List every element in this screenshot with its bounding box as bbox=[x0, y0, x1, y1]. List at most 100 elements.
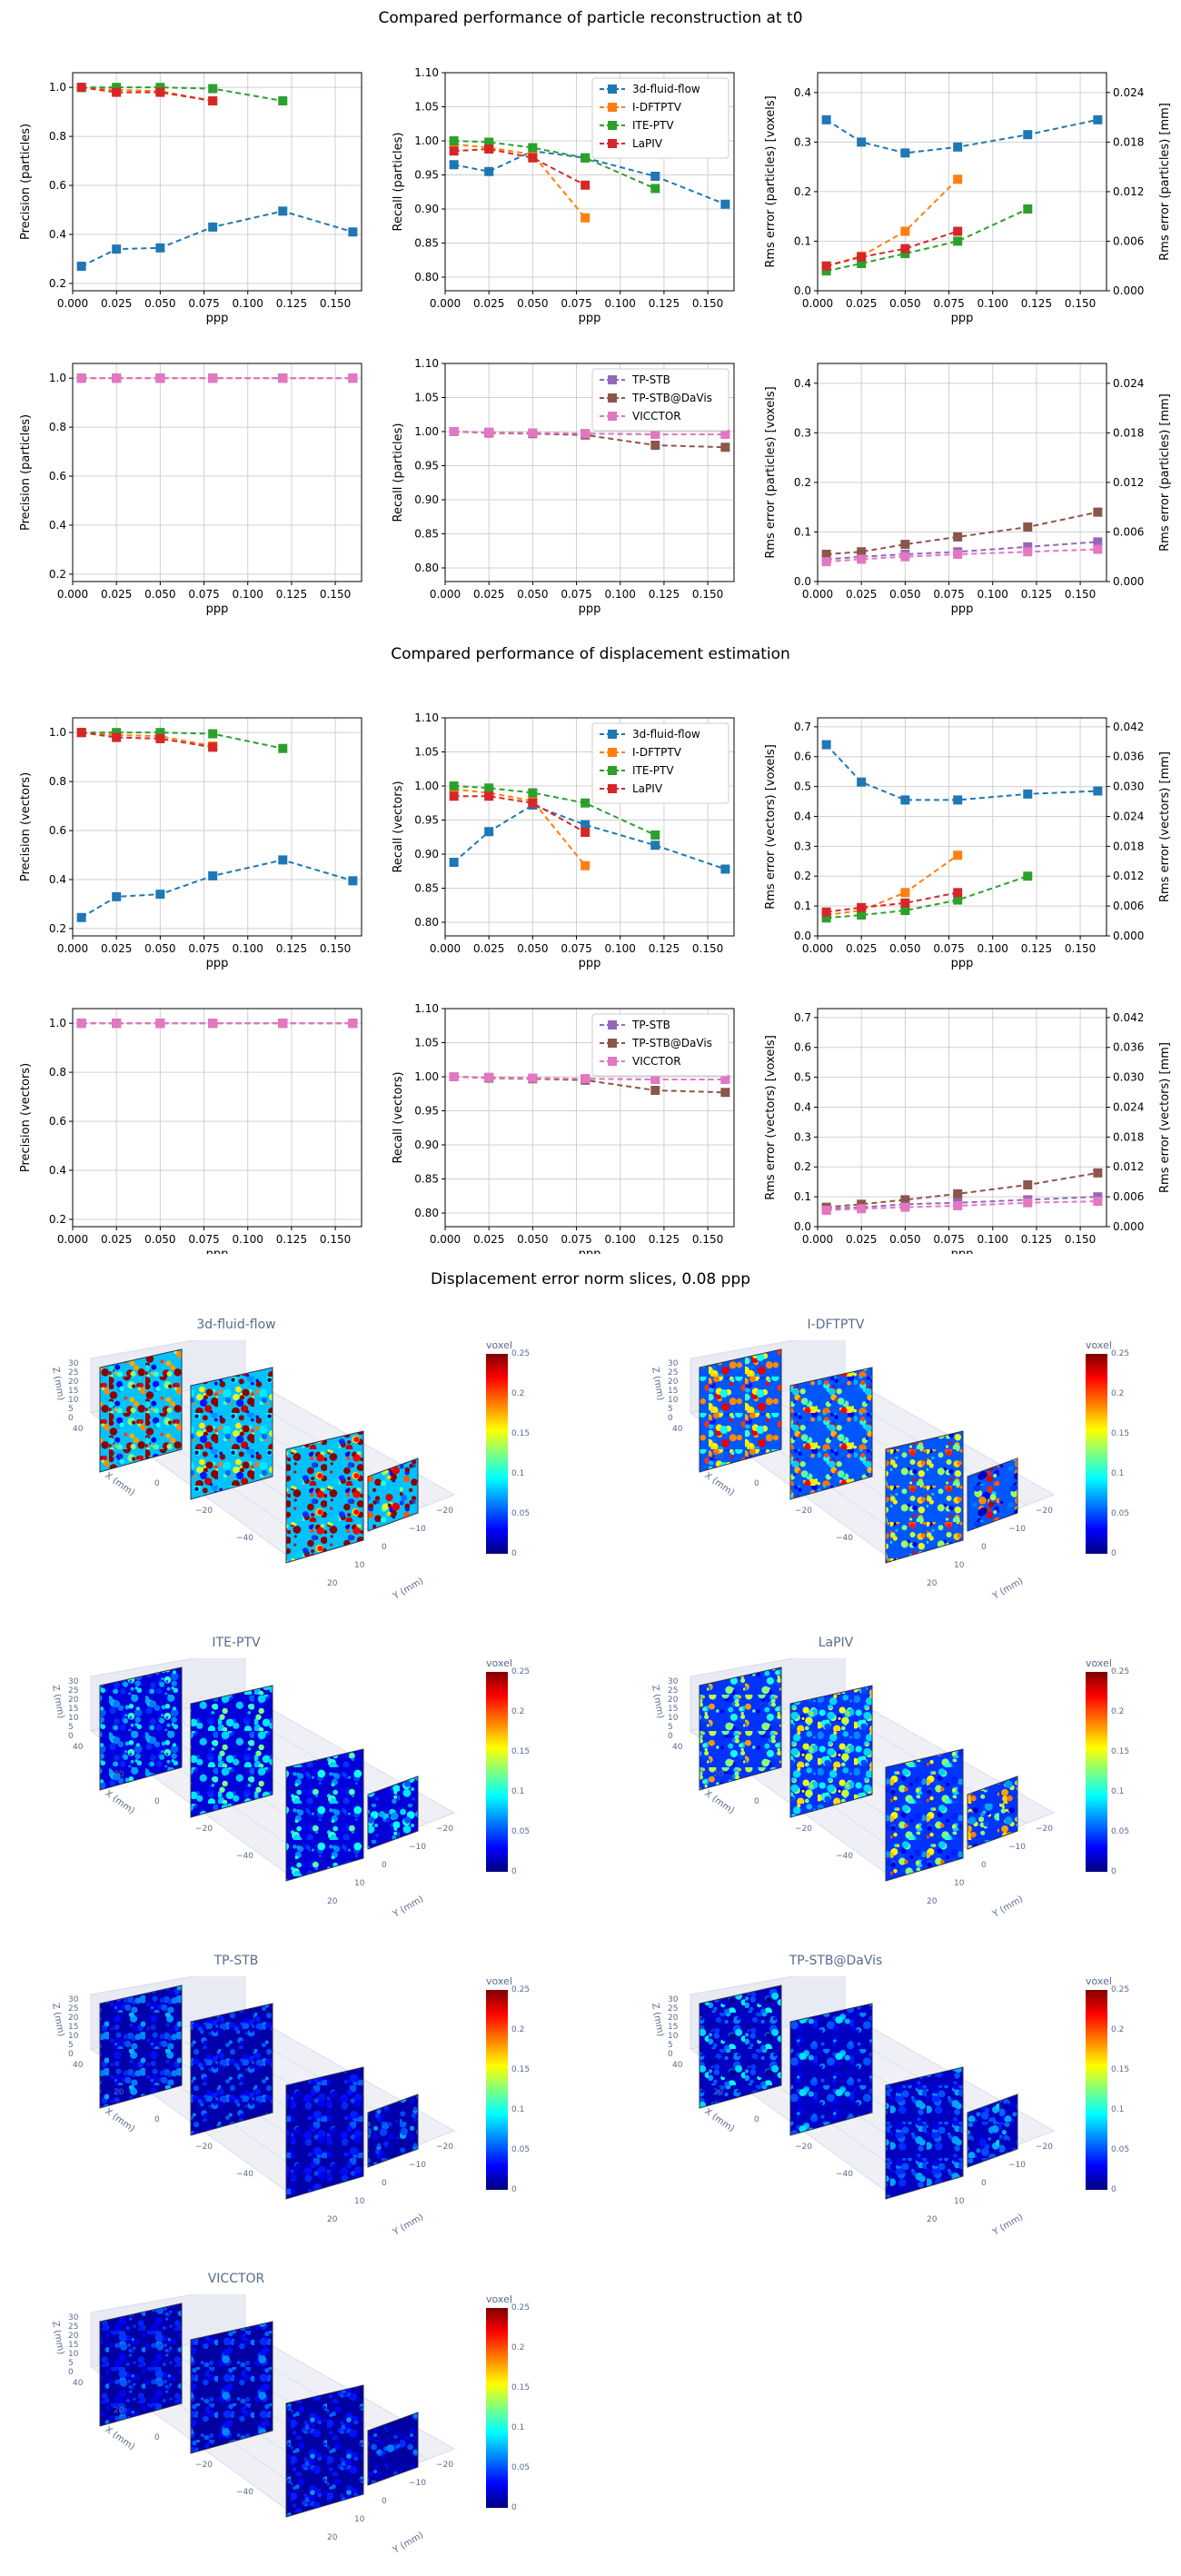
x-axis-label: X (mm) bbox=[103, 2424, 136, 2452]
colorbar-tick-label: 0.15 bbox=[511, 2383, 531, 2392]
y-tick-label: 10 bbox=[354, 2515, 365, 2524]
chart-d1: 0.2 0.4 0.6 0.8 1.0 0.000 0.025 0.050 0.075 0.100… bbox=[19, 717, 362, 970]
y-axis-label: Recall (vectors) bbox=[392, 781, 405, 872]
data-point bbox=[953, 532, 963, 542]
y-tick-label: 1.0 bbox=[49, 81, 66, 94]
data-point bbox=[1093, 114, 1103, 124]
data-point bbox=[208, 96, 218, 106]
chart-d5: 0.80 0.85 0.90 0.95 1.00 1.05 1.10 0.000 0.025 0.… bbox=[392, 1002, 735, 1254]
z-tick-label: 30 bbox=[668, 1995, 679, 2004]
error-slice bbox=[967, 2094, 1018, 2168]
data-point bbox=[348, 227, 358, 237]
y-tick-label: 0.6 bbox=[49, 470, 66, 482]
x-tick-label: 0.075 bbox=[933, 942, 964, 955]
y-axis-label: Y (mm) bbox=[391, 1576, 425, 1602]
y-tick-label: 0.8 bbox=[49, 775, 66, 788]
data-point bbox=[1093, 537, 1103, 547]
data-point bbox=[484, 427, 494, 437]
legend-marker bbox=[608, 412, 617, 421]
y-tick-label: 0 bbox=[981, 1861, 987, 1870]
x-tick-label: 0.050 bbox=[889, 1233, 920, 1246]
legend-marker bbox=[608, 1039, 617, 1048]
x-tick-label: 40 bbox=[672, 1743, 683, 1752]
data-point bbox=[857, 554, 867, 564]
data-point bbox=[720, 443, 730, 453]
data-point bbox=[1023, 542, 1033, 552]
z-tick-label: 30 bbox=[668, 1359, 679, 1368]
slice-panel-title: LaPIV bbox=[818, 1636, 854, 1650]
y-axis-label: Recall (particles) bbox=[392, 133, 405, 232]
x-tick-label: 0.050 bbox=[517, 297, 548, 310]
error-slice bbox=[885, 2066, 964, 2200]
data-point bbox=[76, 373, 86, 383]
series-line bbox=[453, 785, 656, 836]
data-point bbox=[1093, 507, 1103, 517]
y-tick-label: 0.3 bbox=[794, 1130, 811, 1143]
error-slice bbox=[99, 2302, 183, 2427]
y2-tick-label: 0.042 bbox=[1113, 721, 1144, 733]
x-tick-label: 0.150 bbox=[1065, 942, 1096, 955]
data-point bbox=[953, 795, 963, 805]
data-point bbox=[528, 788, 538, 798]
colorbar-tick-label: 0.15 bbox=[1111, 1429, 1130, 1438]
z-tick-label: 5 bbox=[668, 2041, 673, 2050]
data-point bbox=[528, 798, 538, 808]
y2-tick-label: 0.006 bbox=[1113, 525, 1144, 538]
x-tick-label: −40 bbox=[236, 1852, 253, 1861]
slices-section-title: Displacement error norm slices, 0.08 ppp bbox=[430, 1270, 751, 1288]
data-point bbox=[112, 732, 122, 742]
legend-label: LaPIV bbox=[632, 137, 663, 150]
x-tick-label: 0.100 bbox=[978, 1233, 1008, 1246]
x-tick-label: 0.025 bbox=[101, 942, 132, 955]
y-tick-label: −20 bbox=[1036, 2143, 1053, 2152]
legend-marker bbox=[608, 393, 617, 403]
error-slice bbox=[190, 2003, 273, 2136]
series-line bbox=[453, 147, 586, 186]
y2-tick-label: 0.036 bbox=[1113, 751, 1144, 763]
data-point bbox=[650, 172, 660, 181]
data-point bbox=[581, 213, 590, 223]
data-point bbox=[720, 199, 730, 209]
data-point bbox=[348, 876, 358, 886]
data-point bbox=[528, 143, 538, 153]
x-tick-label: 0.025 bbox=[473, 942, 504, 955]
legend-marker bbox=[608, 1057, 617, 1066]
data-point bbox=[484, 791, 494, 801]
legend-marker bbox=[608, 784, 617, 793]
y-tick-label: −10 bbox=[1008, 2161, 1026, 2170]
chart-p2: 0.80 0.85 0.90 0.95 1.00 1.05 1.10 0.000 0.025 0.… bbox=[392, 66, 735, 325]
y-tick-label: 0.4 bbox=[49, 519, 66, 532]
y-tick-label: −10 bbox=[409, 2161, 426, 2170]
colorbar-tick-label: 0.1 bbox=[1111, 1787, 1125, 1796]
z-tick-label: 30 bbox=[68, 1995, 79, 2004]
colorbar-tick-label: 0.05 bbox=[1111, 2145, 1130, 2154]
y2-tick-label: 0.000 bbox=[1113, 1220, 1144, 1233]
colorbar-tick-label: 0.25 bbox=[1111, 1349, 1130, 1358]
x-tick-label: 0.125 bbox=[649, 942, 680, 955]
y-tick-label: 0 bbox=[382, 2497, 387, 2506]
legend-label: 3d-fluid-flow bbox=[632, 728, 700, 741]
y2-tick-label: 0.012 bbox=[1113, 185, 1144, 198]
data-point bbox=[1093, 1168, 1103, 1178]
x-tick-label: 0.075 bbox=[561, 297, 591, 310]
y2-axis-label: Rms error (vectors) [mm] bbox=[1158, 751, 1172, 902]
data-point bbox=[581, 860, 590, 870]
y-tick-label: 0.85 bbox=[414, 882, 439, 895]
x-tick-label: 0.075 bbox=[188, 942, 219, 955]
data-point bbox=[1093, 786, 1103, 796]
data-point bbox=[155, 87, 165, 97]
x-tick-label: 0.150 bbox=[1065, 1233, 1096, 1246]
x-tick-label: 0.150 bbox=[692, 588, 723, 601]
y-tick-label: 1.05 bbox=[414, 746, 439, 759]
x-tick-label: 40 bbox=[73, 2379, 84, 2388]
x-tick-label: 0.075 bbox=[933, 297, 964, 310]
series-line bbox=[453, 788, 586, 867]
x-tick-label: 20 bbox=[713, 2088, 724, 2097]
data-point bbox=[449, 791, 459, 801]
x-axis-label: X (mm) bbox=[103, 1788, 136, 1815]
colorbar-tick-label: 0.1 bbox=[511, 2423, 525, 2432]
x-axis-label: X (mm) bbox=[702, 1470, 736, 1497]
x-tick-label: 0.025 bbox=[101, 297, 132, 310]
